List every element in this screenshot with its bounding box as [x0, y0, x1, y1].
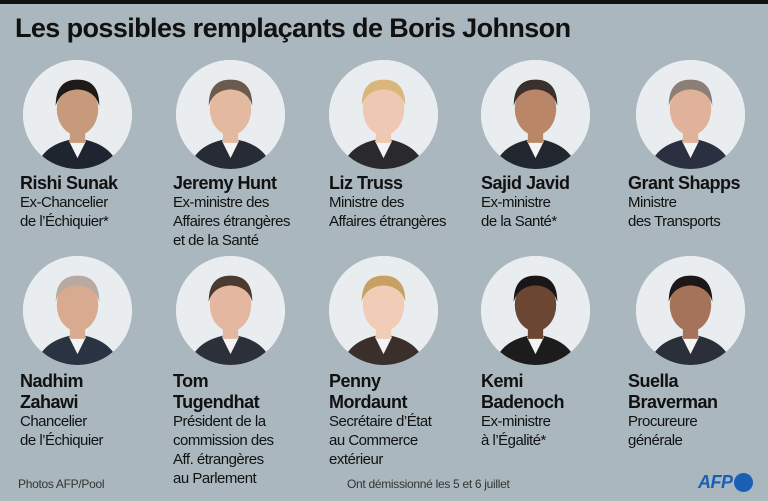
- candidate-role: à l’Égalité*: [481, 432, 546, 449]
- afp-logo: AFP: [698, 472, 753, 493]
- candidate-role: extérieur: [329, 451, 383, 468]
- candidate-card: Liz Truss Ministre des Affaires étrangères: [329, 173, 479, 232]
- candidate-role: Ex-ministre des: [173, 194, 269, 211]
- candidate-name: Grant Shapps: [628, 173, 741, 193]
- portrait-photo: [636, 256, 745, 365]
- candidate-role: Affaires étrangères: [173, 213, 290, 230]
- candidate-role: et de la Santé: [173, 232, 259, 249]
- candidate-card: Rishi Sunak Ex-Chancelier de l’Échiquier*: [20, 173, 170, 232]
- top-bar: [0, 0, 768, 4]
- portrait-photo: [176, 256, 285, 365]
- candidate-role: commission des: [173, 432, 274, 449]
- candidate-role: Ex-ministre: [481, 413, 551, 430]
- candidate-name: Badenoch: [481, 392, 565, 412]
- candidate-role: des Transports: [628, 213, 721, 230]
- portrait-photo: [329, 256, 438, 365]
- portrait-photo: [176, 60, 285, 169]
- candidate-role: Ex-Chancelier: [20, 194, 108, 211]
- candidate-name: Penny: [329, 371, 381, 391]
- candidate-role: Ex-ministre: [481, 194, 551, 211]
- candidate-role: de l’Échiquier*: [20, 213, 109, 230]
- candidate-role: Affaires étrangères: [329, 213, 446, 230]
- candidate-card: Jeremy Hunt Ex-ministre des Affaires étran…: [173, 173, 323, 251]
- candidate-name: Liz Truss: [329, 173, 403, 193]
- candidate-card: Tom Tugendhat Président de la commission de…: [173, 371, 323, 489]
- page-title: Les possibles remplaçants de Boris Johns…: [15, 13, 571, 43]
- portrait-photo: [481, 256, 590, 365]
- candidate-name: Zahawi: [20, 392, 79, 412]
- portrait-photo: [481, 60, 590, 169]
- candidate-role: Président de la: [173, 413, 266, 430]
- portrait-photo: [23, 60, 132, 169]
- portrait-photo: [636, 60, 745, 169]
- candidate-name: Suella: [628, 371, 679, 391]
- candidate-name: Tugendhat: [173, 392, 260, 412]
- footnote: Ont démissionné les 5 et 6 juillet: [347, 477, 510, 491]
- candidate-role: de la Santé*: [481, 213, 557, 230]
- candidate-role: au Commerce: [329, 432, 418, 449]
- photo-credit: Photos AFP/Pool: [18, 477, 105, 491]
- portrait-photo: [329, 60, 438, 169]
- candidate-role: Chancelier: [20, 413, 87, 430]
- candidate-name: Kemi: [481, 371, 524, 391]
- candidate-name: Rishi Sunak: [20, 173, 118, 193]
- candidate-card: Nadhim Zahawi Chancelier de l’Échiquier: [20, 371, 170, 451]
- candidate-name: Tom: [173, 371, 209, 391]
- candidate-name: Mordaunt: [329, 392, 407, 412]
- candidate-role: Aff. étrangères: [173, 451, 264, 468]
- candidate-card: Kemi Badenoch Ex-ministre à l’Égalité*: [481, 371, 631, 451]
- logo-dot-icon: [733, 473, 753, 492]
- candidate-name: Sajid Javid: [481, 173, 570, 193]
- candidate-name: Braverman: [628, 392, 718, 412]
- candidate-role: au Parlement: [173, 470, 257, 487]
- candidate-card: Penny Mordaunt Secrétaire d’État au Commerc…: [329, 371, 479, 470]
- candidate-card: Suella Braverman Procureure générale: [628, 371, 768, 451]
- logo-text: AFP: [698, 472, 733, 492]
- candidate-role: Ministre: [628, 194, 677, 211]
- candidate-card: Grant Shapps Ministre des Transports: [628, 173, 768, 232]
- candidate-role: générale: [628, 432, 683, 449]
- candidate-role: Ministre des: [329, 194, 404, 211]
- candidate-name: Nadhim: [20, 371, 84, 391]
- candidate-role: Secrétaire d’État: [329, 413, 432, 430]
- candidate-name: Jeremy Hunt: [173, 173, 277, 193]
- candidate-role: de l’Échiquier: [20, 432, 104, 449]
- candidate-role: Procureure: [628, 413, 698, 430]
- portrait-photo: [23, 256, 132, 365]
- candidate-card: Sajid Javid Ex-ministre de la Santé*: [481, 173, 631, 232]
